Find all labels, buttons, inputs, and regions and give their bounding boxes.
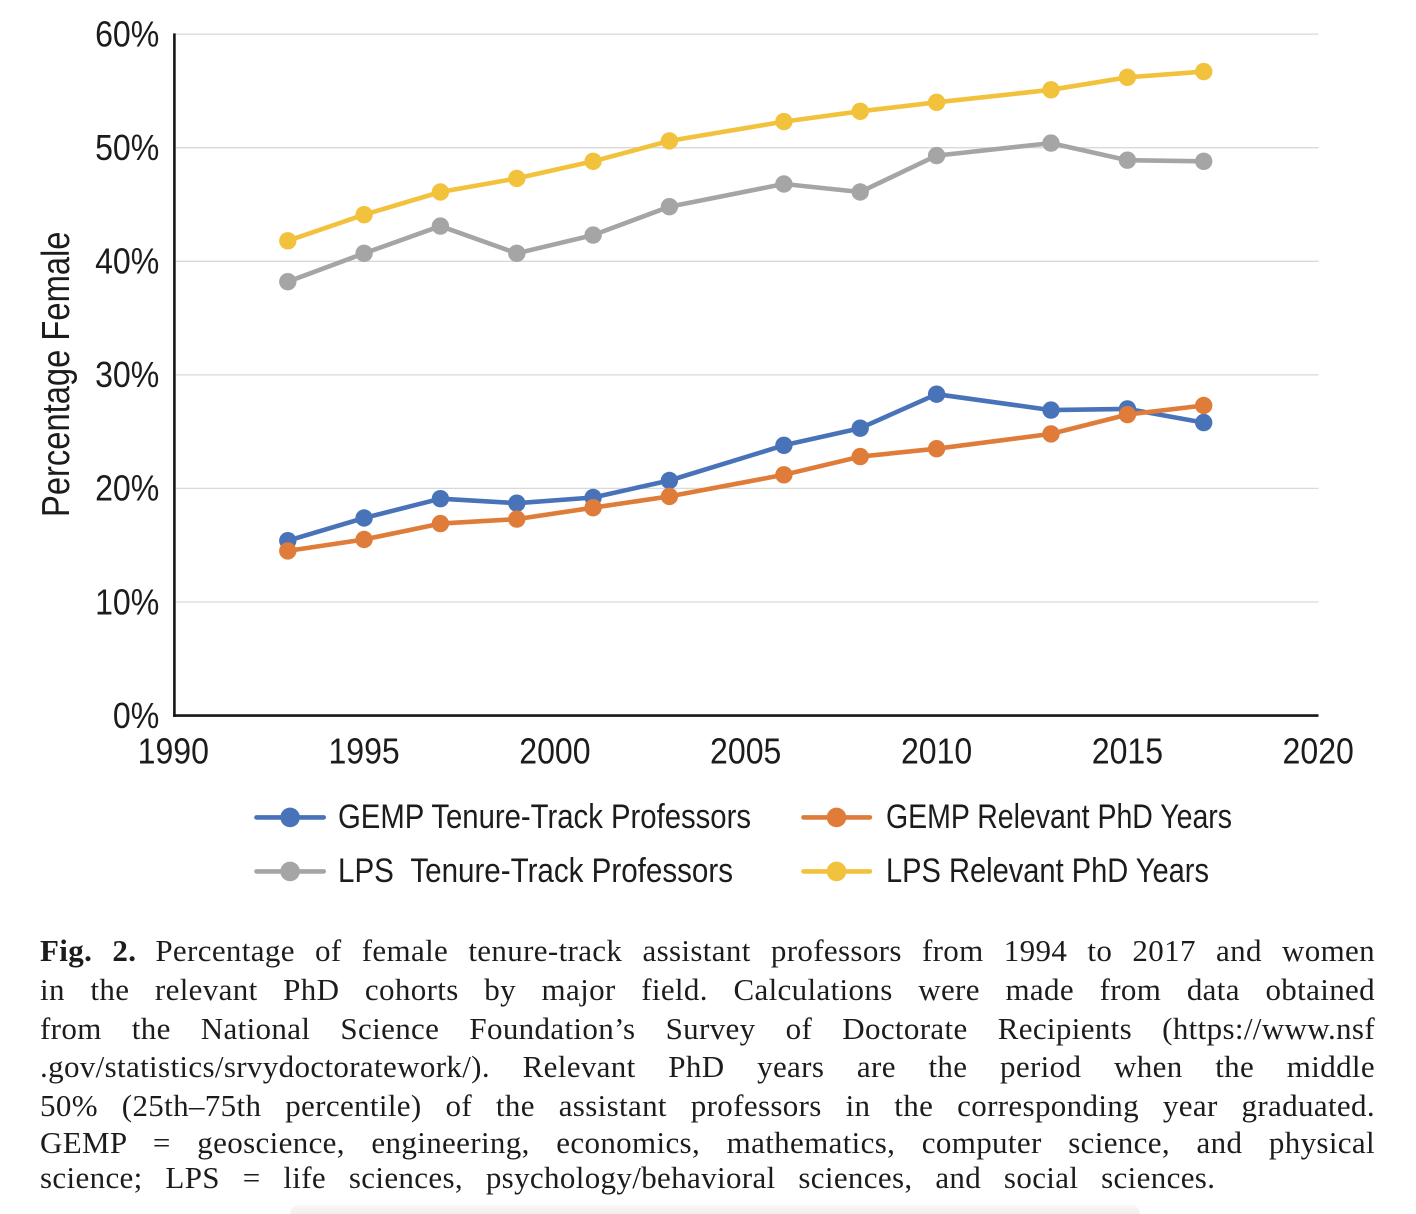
svg-text:40%: 40% — [95, 241, 159, 282]
svg-text:1990: 1990 — [138, 731, 209, 772]
svg-text:LPS Tenure-Track Professors: LPS Tenure-Track Professors — [338, 852, 733, 890]
svg-text:Percentage Female: Percentage Female — [35, 232, 78, 518]
svg-text:LPS Relevant PhD Years: LPS Relevant PhD Years — [886, 852, 1209, 890]
svg-text:GEMP Tenure-Track Professors: GEMP Tenure-Track Professors — [338, 798, 751, 836]
svg-text:50%: 50% — [95, 127, 159, 168]
svg-text:20%: 20% — [95, 468, 159, 509]
svg-text:10%: 10% — [95, 581, 159, 622]
svg-text:2005: 2005 — [710, 731, 781, 772]
svg-text:2000: 2000 — [519, 731, 590, 772]
svg-text:1995: 1995 — [328, 731, 399, 772]
svg-text:GEMP Relevant PhD Years: GEMP Relevant PhD Years — [886, 798, 1232, 836]
svg-text:60%: 60% — [95, 13, 159, 54]
svg-text:2020: 2020 — [1283, 731, 1354, 772]
svg-text:2010: 2010 — [901, 731, 972, 772]
svg-text:0%: 0% — [113, 695, 159, 736]
svg-text:30%: 30% — [95, 354, 159, 395]
svg-text:2015: 2015 — [1092, 731, 1163, 772]
